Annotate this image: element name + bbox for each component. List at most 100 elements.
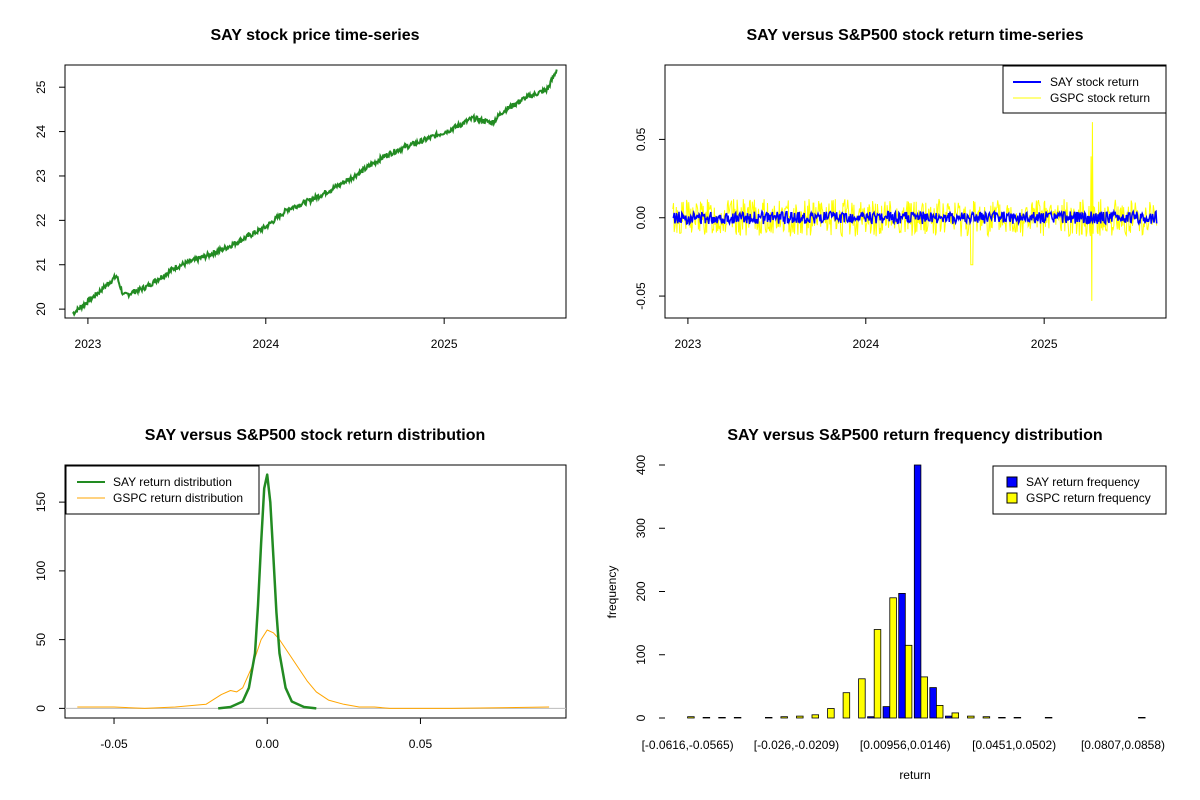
panel2-plot-frame bbox=[664, 64, 1167, 319]
panel4-legend-box bbox=[992, 465, 1167, 515]
panel3-series bbox=[65, 473, 566, 710]
panel-return-timeseries: SAY versus S&P500 stock return time-seri… bbox=[634, 27, 1167, 351]
panel4-ytick-label: 300 bbox=[634, 518, 648, 538]
panel2-ytick-label: -0.05 bbox=[634, 282, 648, 310]
panel3-ytick-label: 50 bbox=[34, 633, 48, 647]
panel4-ytick-label: 100 bbox=[634, 644, 648, 664]
panel3-legend: SAY return distribution GSPC return dist… bbox=[65, 465, 260, 515]
legend-say-dist-label: SAY return distribution bbox=[113, 475, 232, 489]
panel1-series bbox=[72, 69, 558, 317]
say-freq-bar bbox=[913, 464, 922, 719]
panel4-ytick-label: 200 bbox=[634, 581, 648, 601]
panel3-plot-frame bbox=[64, 464, 567, 719]
panel2-ytick-label: 0.00 bbox=[634, 206, 648, 230]
panel2-title: SAY versus S&P500 stock return time-seri… bbox=[746, 27, 1083, 44]
panel1-y-axis: 20 21 22 23 24 25 bbox=[34, 80, 65, 316]
legend-gspc-return-label: GSPC stock return bbox=[1050, 91, 1150, 105]
say-freq-bar bbox=[945, 715, 953, 719]
panel1-plot-frame bbox=[64, 64, 567, 319]
gspc-freq-bar bbox=[998, 717, 1006, 719]
panel-return-frequency: SAY versus S&P500 return frequency distr… bbox=[605, 427, 1167, 782]
say-freq-bar bbox=[867, 716, 875, 719]
gspc-freq-bar bbox=[1044, 717, 1053, 719]
panel4-legend: SAY return frequency GSPC return frequen… bbox=[992, 465, 1167, 515]
panel1-xtick-label: 2025 bbox=[431, 337, 458, 351]
panel4-title: SAY versus S&P500 return frequency distr… bbox=[727, 427, 1102, 444]
gspc-freq-bar bbox=[765, 717, 773, 719]
panel4-xtick-label: [-0.0616,-0.0565) bbox=[642, 738, 734, 752]
panel2-xtick-label: 2025 bbox=[1031, 337, 1058, 351]
gspc-freq-bar bbox=[1138, 717, 1146, 719]
panel3-ytick-label: 0 bbox=[34, 705, 48, 712]
panel1-ytick-label: 25 bbox=[34, 80, 48, 94]
panel4-bars bbox=[687, 464, 1146, 719]
panel1-xtick-label: 2024 bbox=[252, 337, 279, 351]
gspc-freq-bar bbox=[733, 717, 742, 719]
say-freq-bar bbox=[882, 706, 891, 719]
panel4-xlabel: return bbox=[899, 768, 930, 782]
gspc-freq-bar bbox=[858, 678, 866, 719]
panel4-xtick-label: [0.0807,0.0858) bbox=[1081, 738, 1165, 752]
legend-say-return-label: SAY stock return bbox=[1050, 75, 1139, 89]
panel3-xtick-label: -0.05 bbox=[100, 737, 128, 751]
gspc-freq-bar bbox=[702, 717, 711, 719]
gspc-freq-bar bbox=[796, 715, 804, 719]
panel1-ytick-label: 21 bbox=[34, 258, 48, 272]
legend-gspc-dist-label: GSPC return distribution bbox=[113, 491, 243, 505]
gspc-freq-bar bbox=[982, 716, 991, 719]
panel4-ylabel: frequency bbox=[605, 566, 619, 619]
panel2-x-axis: 2023 2024 2025 bbox=[675, 318, 1058, 351]
say-freq-bar bbox=[898, 593, 906, 719]
gspc-freq-bar bbox=[904, 644, 913, 719]
panel3-ytick-label: 150 bbox=[34, 492, 48, 512]
gspc-freq-bar bbox=[951, 712, 959, 719]
panel2-xtick-label: 2024 bbox=[852, 337, 879, 351]
panel1-ytick-label: 24 bbox=[34, 125, 48, 139]
panel2-legend: SAY stock return GSPC stock return bbox=[1002, 65, 1167, 114]
panel-price-timeseries: SAY stock price time-series 2023 2024 2025… bbox=[34, 27, 567, 351]
panel4-xtick-label: [-0.026,-0.0209) bbox=[754, 738, 839, 752]
legend-gspc-freq-label: GSPC return frequency bbox=[1026, 491, 1151, 505]
panel4-ytick-label: 400 bbox=[634, 455, 648, 475]
panel3-x-axis: -0.05 0.00 0.05 bbox=[100, 718, 432, 751]
panel3-legend-box bbox=[65, 465, 260, 515]
panel3-y-axis: 0 50 100 150 bbox=[34, 492, 65, 712]
panel2-xtick-label: 2023 bbox=[675, 337, 702, 351]
panel2-ytick-label: 0.05 bbox=[634, 127, 648, 151]
panel4-ytick-label: 0 bbox=[634, 714, 648, 721]
panel2-y-axis: -0.05 0.00 0.05 bbox=[634, 127, 665, 310]
gspc-freq-bar bbox=[1013, 717, 1022, 719]
say-return-line bbox=[672, 208, 1158, 227]
panel1-ytick-label: 20 bbox=[34, 302, 48, 316]
panel1-ytick-label: 22 bbox=[34, 213, 48, 227]
panel3-ytick-label: 100 bbox=[34, 561, 48, 581]
panel-return-distribution: SAY versus S&P500 stock return distribut… bbox=[34, 427, 567, 751]
say-density-line bbox=[218, 473, 317, 710]
say-freq-bar bbox=[929, 687, 937, 719]
legend-say-freq-swatch bbox=[1006, 476, 1018, 488]
legend-gspc-freq-swatch bbox=[1006, 492, 1018, 504]
gspc-freq-bar bbox=[873, 629, 882, 719]
panel4-xtick-label: [0.00956,0.0146) bbox=[860, 738, 951, 752]
panel2-series bbox=[672, 122, 1158, 301]
gspc-freq-bar bbox=[811, 714, 819, 719]
gspc-freq-bar bbox=[920, 676, 928, 719]
panel3-xtick-label: 0.05 bbox=[409, 737, 433, 751]
gspc-freq-bar bbox=[687, 716, 695, 719]
gspc-freq-bar bbox=[936, 705, 944, 719]
panel4-y-axis: 0 100 200 300 400 bbox=[634, 455, 665, 721]
panel1-ytick-label: 23 bbox=[34, 169, 48, 183]
gspc-freq-bar bbox=[842, 692, 851, 719]
gspc-density-line bbox=[77, 629, 550, 709]
legend-say-freq-label: SAY return frequency bbox=[1026, 475, 1140, 489]
panel1-xtick-label: 2023 bbox=[75, 337, 102, 351]
panel3-title: SAY versus S&P500 stock return distribut… bbox=[145, 427, 486, 444]
panel1-x-axis: 2023 2024 2025 bbox=[75, 318, 458, 351]
panel3-xtick-label: 0.00 bbox=[256, 737, 280, 751]
gspc-freq-bar bbox=[780, 716, 788, 719]
panel4-xtick-label: [0.0451,0.0502) bbox=[972, 738, 1056, 752]
say-price-line bbox=[72, 69, 558, 317]
panel4-x-axis: [-0.0616,-0.0565) [-0.026,-0.0209) [0.0095… bbox=[642, 738, 1165, 752]
gspc-freq-bar bbox=[827, 708, 835, 719]
